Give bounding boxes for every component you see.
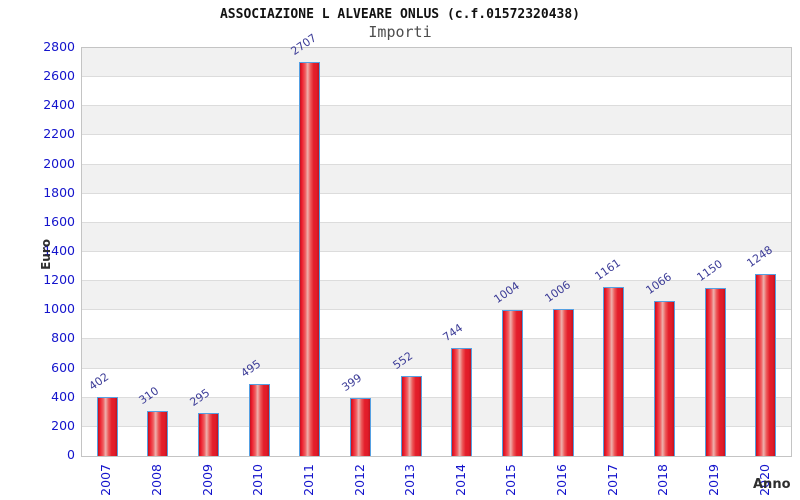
bar-2018 — [653, 300, 675, 456]
y-tick-label: 1800 — [43, 184, 75, 200]
plot-band — [82, 310, 791, 340]
bar-2007 — [96, 397, 118, 456]
gridline — [82, 280, 791, 282]
plot-band — [82, 164, 791, 194]
x-tick-label-2015: 2015 — [503, 464, 519, 496]
plot-band — [82, 426, 791, 456]
y-tick-label: 600 — [51, 359, 75, 375]
bar-2014 — [451, 347, 473, 456]
y-tick-label: 400 — [51, 388, 75, 404]
gridline — [82, 221, 791, 223]
gridline — [82, 105, 791, 107]
x-tick-label-2014: 2014 — [452, 464, 468, 496]
x-tick-label-2019: 2019 — [706, 464, 722, 496]
gridline — [82, 396, 791, 398]
plot-band — [82, 368, 791, 398]
x-tick-label-2013: 2013 — [402, 464, 418, 496]
bar-2013 — [400, 375, 422, 456]
y-tick-label: 1000 — [43, 301, 75, 317]
x-axis-title: Anno — [753, 477, 791, 492]
bar-2009 — [198, 413, 220, 456]
plot-band — [82, 397, 791, 427]
bar-2010 — [248, 383, 270, 456]
x-tick-label-2008: 2008 — [148, 464, 164, 496]
plot-band — [82, 48, 791, 78]
x-tick-label-2009: 2009 — [199, 464, 215, 496]
gridline — [82, 251, 791, 252]
y-tick-label: 200 — [51, 417, 75, 433]
y-tick-label: 2800 — [43, 39, 75, 54]
y-tick-label: 2400 — [43, 97, 75, 113]
bar-2019 — [704, 288, 726, 456]
y-tick-label: 1400 — [43, 243, 75, 258]
plot-band — [82, 281, 791, 311]
y-tick-label: 2200 — [43, 126, 75, 142]
y-tick-label: 2600 — [43, 68, 75, 84]
plot-band — [82, 339, 791, 369]
plot-area: 402 310 295 495 2707 399 552 744 1004 1006 1161 106… — [81, 31, 792, 457]
x-tick-label-2017: 2017 — [604, 464, 620, 496]
y-tick-label: 800 — [51, 330, 75, 346]
bar-2011 — [299, 61, 321, 456]
x-tick-label-2012: 2012 — [351, 464, 367, 496]
y-tick-label: 1200 — [43, 272, 75, 288]
plot-band — [82, 222, 791, 252]
bar-2020 — [755, 274, 777, 456]
plot-band — [82, 193, 791, 223]
x-tick-label-2011: 2011 — [300, 464, 316, 496]
gridline — [82, 425, 791, 427]
gridline — [82, 76, 791, 78]
y-axis-title: Euro — [39, 239, 53, 270]
y-tick-label: 2000 — [43, 155, 75, 171]
bar-2008 — [147, 410, 169, 456]
gridline — [82, 338, 791, 340]
bar-2015 — [501, 309, 523, 456]
plot-band — [82, 252, 791, 282]
gridline — [82, 163, 791, 165]
bar-2012 — [350, 397, 372, 456]
chart-subtitle: Importi — [368, 23, 432, 41]
bar-2016 — [552, 309, 574, 456]
plot-band — [82, 77, 791, 107]
gridline — [82, 134, 791, 136]
gridline — [82, 309, 791, 311]
chart-title: ASSOCIAZIONE L ALVEARE ONLUS (c.f.015723… — [219, 7, 581, 22]
bar-2017 — [603, 286, 625, 456]
plot-band — [82, 135, 791, 165]
y-tick-label: 1600 — [43, 213, 75, 229]
gridline — [82, 192, 791, 194]
x-tick-label-2016: 2016 — [554, 464, 570, 496]
y-tick-label: 0 — [67, 447, 75, 462]
x-tick-label-2010: 2010 — [250, 464, 266, 496]
plot-band — [82, 106, 791, 136]
gridline — [82, 367, 791, 369]
x-tick-label-2007: 2007 — [98, 464, 114, 496]
x-tick-label-2018: 2018 — [655, 464, 671, 496]
